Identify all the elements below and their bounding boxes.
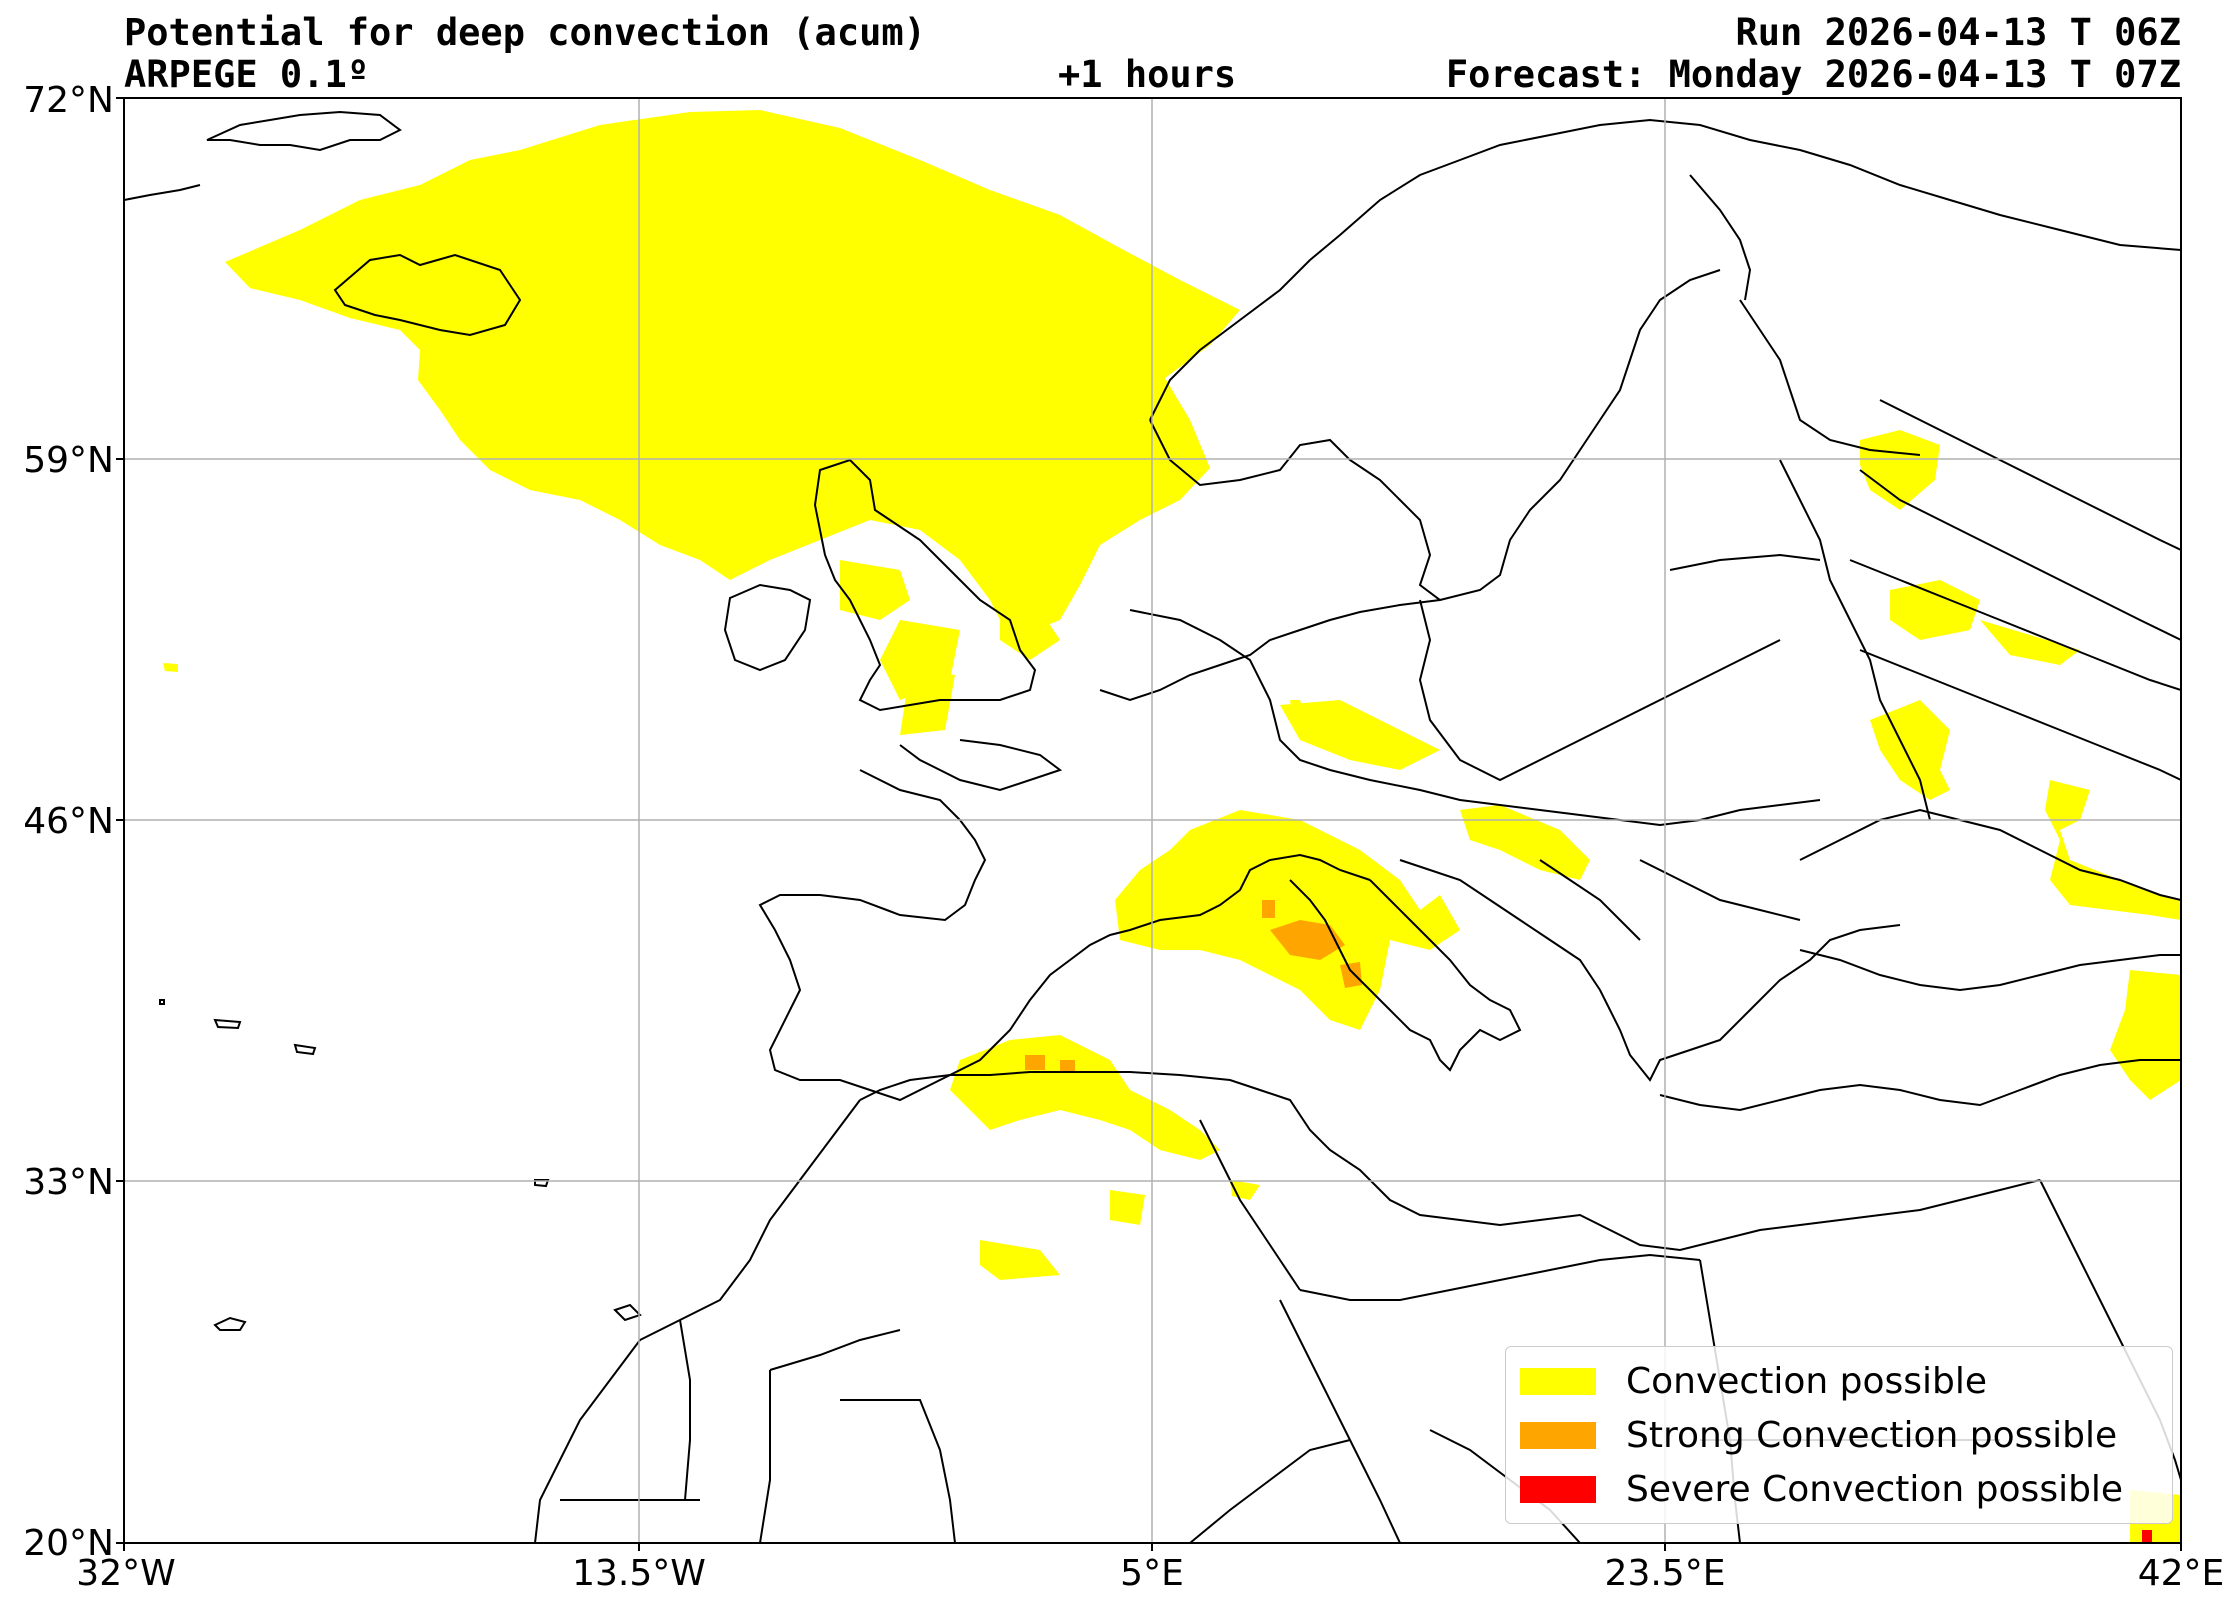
lat-label: 72°N bbox=[23, 80, 114, 121]
severe-convection-areas bbox=[2142, 1530, 2152, 1543]
legend-swatch-convection bbox=[1520, 1367, 1596, 1395]
lat-label: 46°N bbox=[23, 801, 114, 842]
lat-label: 33°N bbox=[23, 1162, 114, 1203]
legend: Convection possible Strong Convection po… bbox=[1505, 1346, 2173, 1524]
forecast-label: Forecast: Monday 2026-04-13 T 07Z bbox=[1445, 53, 2181, 96]
run-label: Run 2026-04-13 T 06Z bbox=[1735, 11, 2181, 54]
lon-label: 5°E bbox=[1120, 1553, 1184, 1594]
legend-item-severe: Severe Convection possible bbox=[1520, 1467, 2123, 1511]
lat-label: 20°N bbox=[23, 1523, 114, 1564]
tick-marks bbox=[116, 97, 2182, 1551]
legend-swatch-strong bbox=[1520, 1421, 1596, 1449]
legend-item-convection: Convection possible bbox=[1520, 1359, 1987, 1403]
strong-convection-areas bbox=[1025, 900, 1362, 1072]
lon-label: 13.5°W bbox=[572, 1553, 706, 1594]
legend-item-strong: Strong Convection possible bbox=[1520, 1413, 2117, 1457]
gridlines bbox=[124, 98, 2181, 1543]
legend-label: Severe Convection possible bbox=[1626, 1468, 2124, 1510]
legend-label: Strong Convection possible bbox=[1626, 1414, 2118, 1456]
lon-label: 42°E bbox=[2137, 1553, 2225, 1594]
chart-title: Potential for deep convection (acum) bbox=[124, 11, 926, 54]
convection-areas bbox=[163, 110, 2181, 1543]
legend-swatch-severe bbox=[1520, 1475, 1596, 1503]
lat-label: 59°N bbox=[23, 440, 114, 481]
lon-label: 32°W bbox=[76, 1553, 176, 1594]
legend-label: Convection possible bbox=[1626, 1360, 1988, 1402]
lead-time-label: +1 hours bbox=[1058, 53, 1237, 96]
model-label: ARPEGE 0.1º bbox=[124, 53, 370, 96]
lon-label: 23.5°E bbox=[1604, 1553, 1726, 1594]
